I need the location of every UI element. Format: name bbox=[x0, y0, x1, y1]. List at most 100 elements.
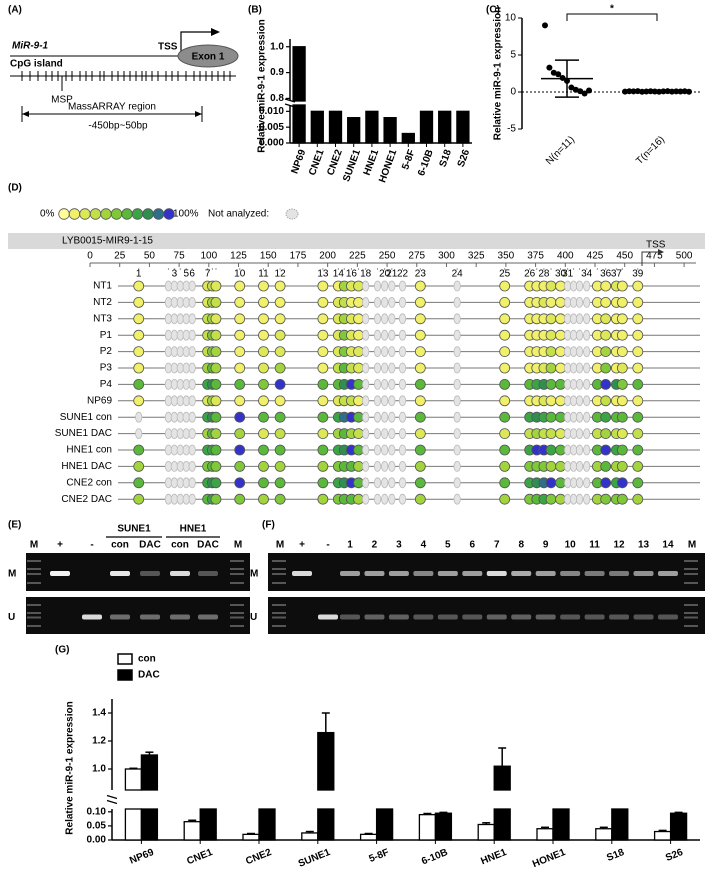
cpg-site-level bbox=[317, 411, 329, 423]
row-label: P4 bbox=[100, 379, 113, 390]
cpg-site-level bbox=[499, 477, 511, 489]
cpg-not-analyzed bbox=[381, 378, 389, 390]
site-label: 1 bbox=[136, 269, 142, 280]
cpg-site-level bbox=[258, 362, 269, 374]
cpg-not-analyzed bbox=[182, 493, 190, 505]
cpg-site-level bbox=[600, 329, 612, 341]
ladder-band bbox=[272, 612, 286, 614]
bar bbox=[292, 46, 306, 102]
cpg-site-level bbox=[616, 329, 628, 341]
y-tick-label: 0.005 bbox=[259, 122, 284, 133]
cpg-site-level bbox=[600, 395, 612, 407]
cpg-site-level bbox=[414, 296, 426, 308]
cpg-not-analyzed bbox=[164, 329, 173, 341]
cpg-site-level bbox=[353, 477, 364, 489]
cpg-not-analyzed bbox=[453, 444, 461, 456]
cpg-site-level bbox=[317, 460, 329, 472]
cpg-site-level bbox=[632, 477, 644, 489]
ruler-label: 200 bbox=[319, 251, 336, 262]
bar bbox=[493, 808, 511, 841]
cpg-not-analyzed bbox=[453, 313, 461, 325]
cpg-not-analyzed bbox=[362, 428, 370, 440]
cpg-not-analyzed bbox=[575, 378, 584, 390]
row-label: P3 bbox=[100, 363, 113, 374]
cpg-not-analyzed bbox=[176, 362, 184, 374]
band bbox=[50, 571, 70, 576]
cpg-not-analyzed bbox=[398, 428, 407, 440]
lane-label: 1 bbox=[347, 540, 353, 551]
lane-label: 3 bbox=[396, 540, 402, 551]
bar bbox=[375, 808, 394, 841]
cpg-site-level bbox=[210, 280, 222, 292]
cpg-not-analyzed bbox=[176, 444, 184, 456]
cpg-site-level bbox=[317, 378, 329, 390]
significance-bracket bbox=[566, 13, 658, 21]
cpg-site-level bbox=[555, 329, 566, 341]
cpg-not-analyzed bbox=[362, 378, 370, 390]
cpg-not-analyzed bbox=[170, 280, 178, 292]
msp-label: MSP bbox=[51, 95, 73, 106]
cpg-not-analyzed bbox=[388, 444, 396, 456]
ladder-band bbox=[684, 604, 698, 606]
cpg-not-analyzed bbox=[164, 477, 173, 489]
ladder-band bbox=[27, 573, 41, 575]
cpg-not-analyzed bbox=[570, 395, 578, 407]
cpg-not-analyzed bbox=[362, 296, 370, 308]
bar bbox=[456, 110, 470, 144]
cpg-site-level bbox=[555, 477, 566, 489]
cpg-site-level bbox=[234, 444, 246, 456]
cpg-not-analyzed bbox=[381, 296, 389, 308]
cpg-site-level bbox=[555, 346, 566, 358]
bar bbox=[438, 110, 452, 144]
cpg-not-analyzed bbox=[135, 411, 143, 423]
cpg-not-analyzed bbox=[453, 428, 461, 440]
cpg-not-analyzed bbox=[176, 346, 184, 358]
ruler-label: 300 bbox=[438, 251, 455, 262]
cpg-site-level bbox=[616, 313, 628, 325]
cpg-site-level bbox=[414, 280, 426, 292]
cpg-site-level bbox=[499, 395, 511, 407]
cpg-site-level bbox=[499, 280, 511, 292]
gel bbox=[268, 597, 705, 634]
cpg-not-analyzed bbox=[373, 329, 382, 341]
amplicon-name: LYB0015-MIR9-1-15 bbox=[62, 236, 153, 247]
gel bbox=[26, 597, 250, 634]
bar bbox=[383, 117, 397, 144]
cpg-site-level bbox=[632, 428, 644, 440]
bar bbox=[434, 812, 453, 841]
gel-row-label: M bbox=[8, 569, 16, 580]
cpg-site-level bbox=[545, 395, 557, 407]
cpg-not-analyzed bbox=[583, 444, 591, 456]
cpg-not-analyzed bbox=[373, 460, 382, 472]
ruler-label: 325 bbox=[468, 251, 485, 262]
band bbox=[413, 571, 434, 576]
data-point bbox=[586, 87, 592, 94]
x-tick-label: NP69 bbox=[128, 847, 156, 867]
cpg-site-level bbox=[499, 493, 511, 505]
x-tick-label: CNE2 bbox=[325, 148, 345, 177]
cpg-site-level bbox=[317, 493, 329, 505]
cpg-site-level bbox=[632, 280, 644, 292]
cpg-not-analyzed bbox=[398, 477, 407, 489]
cpg-site-level bbox=[210, 477, 222, 489]
row-label: P2 bbox=[100, 346, 113, 357]
row-label: NT2 bbox=[93, 297, 112, 308]
cpg-not-analyzed bbox=[188, 444, 196, 456]
cpg-not-analyzed bbox=[583, 477, 591, 489]
cpg-site-level bbox=[234, 280, 246, 292]
cpg-site-level bbox=[353, 378, 364, 390]
band bbox=[560, 614, 581, 620]
cpg-site-level bbox=[234, 477, 246, 489]
cpg-not-analyzed bbox=[164, 378, 173, 390]
cpg-site-level bbox=[210, 329, 222, 341]
cpg-not-analyzed bbox=[381, 411, 389, 423]
cpg-site-level bbox=[632, 296, 644, 308]
site-label: 26 bbox=[524, 269, 536, 280]
row-label: CNE2 con bbox=[66, 477, 112, 488]
cpg-not-analyzed bbox=[170, 395, 178, 407]
cpg-not-analyzed bbox=[564, 296, 572, 308]
cpg-site-level bbox=[414, 313, 426, 325]
band bbox=[340, 614, 360, 620]
bar bbox=[477, 823, 495, 841]
